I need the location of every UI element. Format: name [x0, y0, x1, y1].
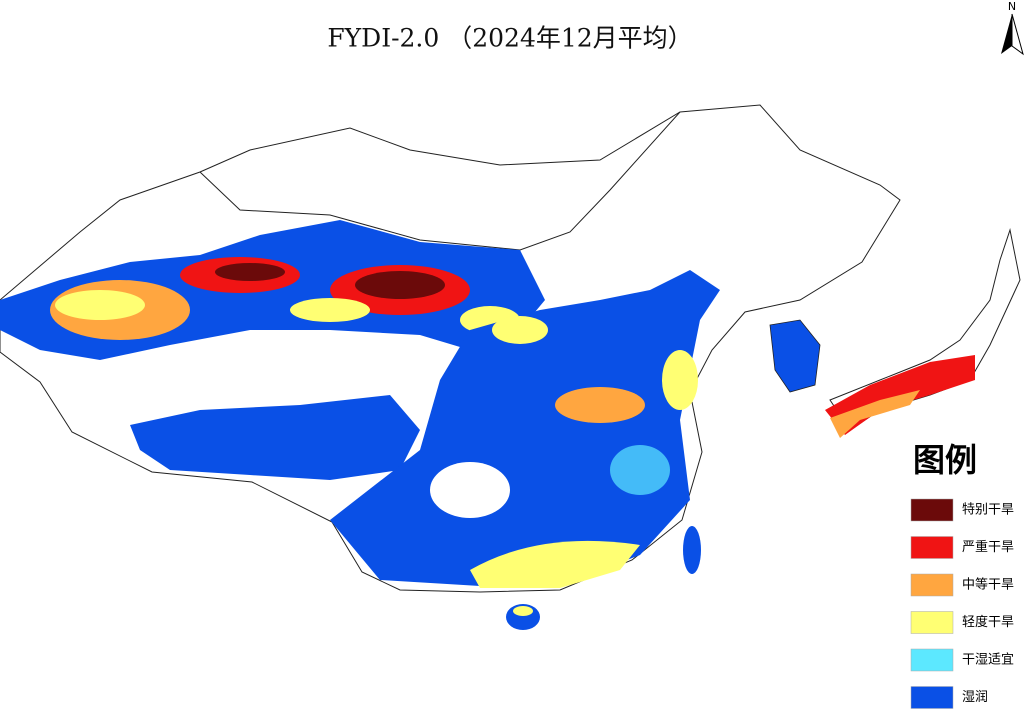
- no-data: [430, 462, 510, 518]
- region-light: [492, 316, 548, 344]
- legend-label: 干湿适宜: [962, 653, 1014, 668]
- legend-title: 图例: [913, 441, 977, 479]
- region-light: [662, 350, 698, 410]
- region-wet: [130, 395, 420, 480]
- legend-swatch: [910, 648, 954, 672]
- region-moderate: [555, 387, 645, 423]
- legend-swatch: [910, 573, 954, 597]
- legend-swatch: [910, 536, 954, 559]
- taiwan: [683, 526, 701, 574]
- region-light: [470, 540, 640, 588]
- region-moderate: [830, 390, 920, 438]
- korea: [769, 319, 821, 393]
- legend-swatch: [910, 686, 954, 709]
- north-arrow: N: [1001, 0, 1024, 56]
- map-title: FYDI-2.0 （2024年12月平均）: [327, 24, 692, 53]
- region-light: [290, 298, 370, 322]
- mongolia-border: [199, 111, 681, 251]
- country-border: [0, 104, 901, 593]
- region-light: [513, 606, 533, 616]
- region-extreme: [355, 271, 445, 299]
- region-extreme: [215, 263, 285, 281]
- legend-label: 湿润: [962, 690, 988, 705]
- arrow-left: [1001, 14, 1012, 54]
- legend-label: 轻度干旱: [962, 614, 1014, 630]
- legend-label: 中等干旱: [962, 577, 1014, 593]
- region-suitable: [610, 445, 670, 495]
- region-wet: [330, 270, 720, 586]
- legend-label: 严重干旱: [962, 539, 1014, 555]
- north-label: N: [1008, 0, 1016, 13]
- map: [0, 104, 1021, 630]
- legend-swatch: [910, 498, 954, 522]
- legend-swatch: [910, 611, 954, 634]
- arrow-right: [1011, 13, 1024, 56]
- region-light: [55, 290, 145, 320]
- legend-label: 特别干旱: [962, 503, 1014, 518]
